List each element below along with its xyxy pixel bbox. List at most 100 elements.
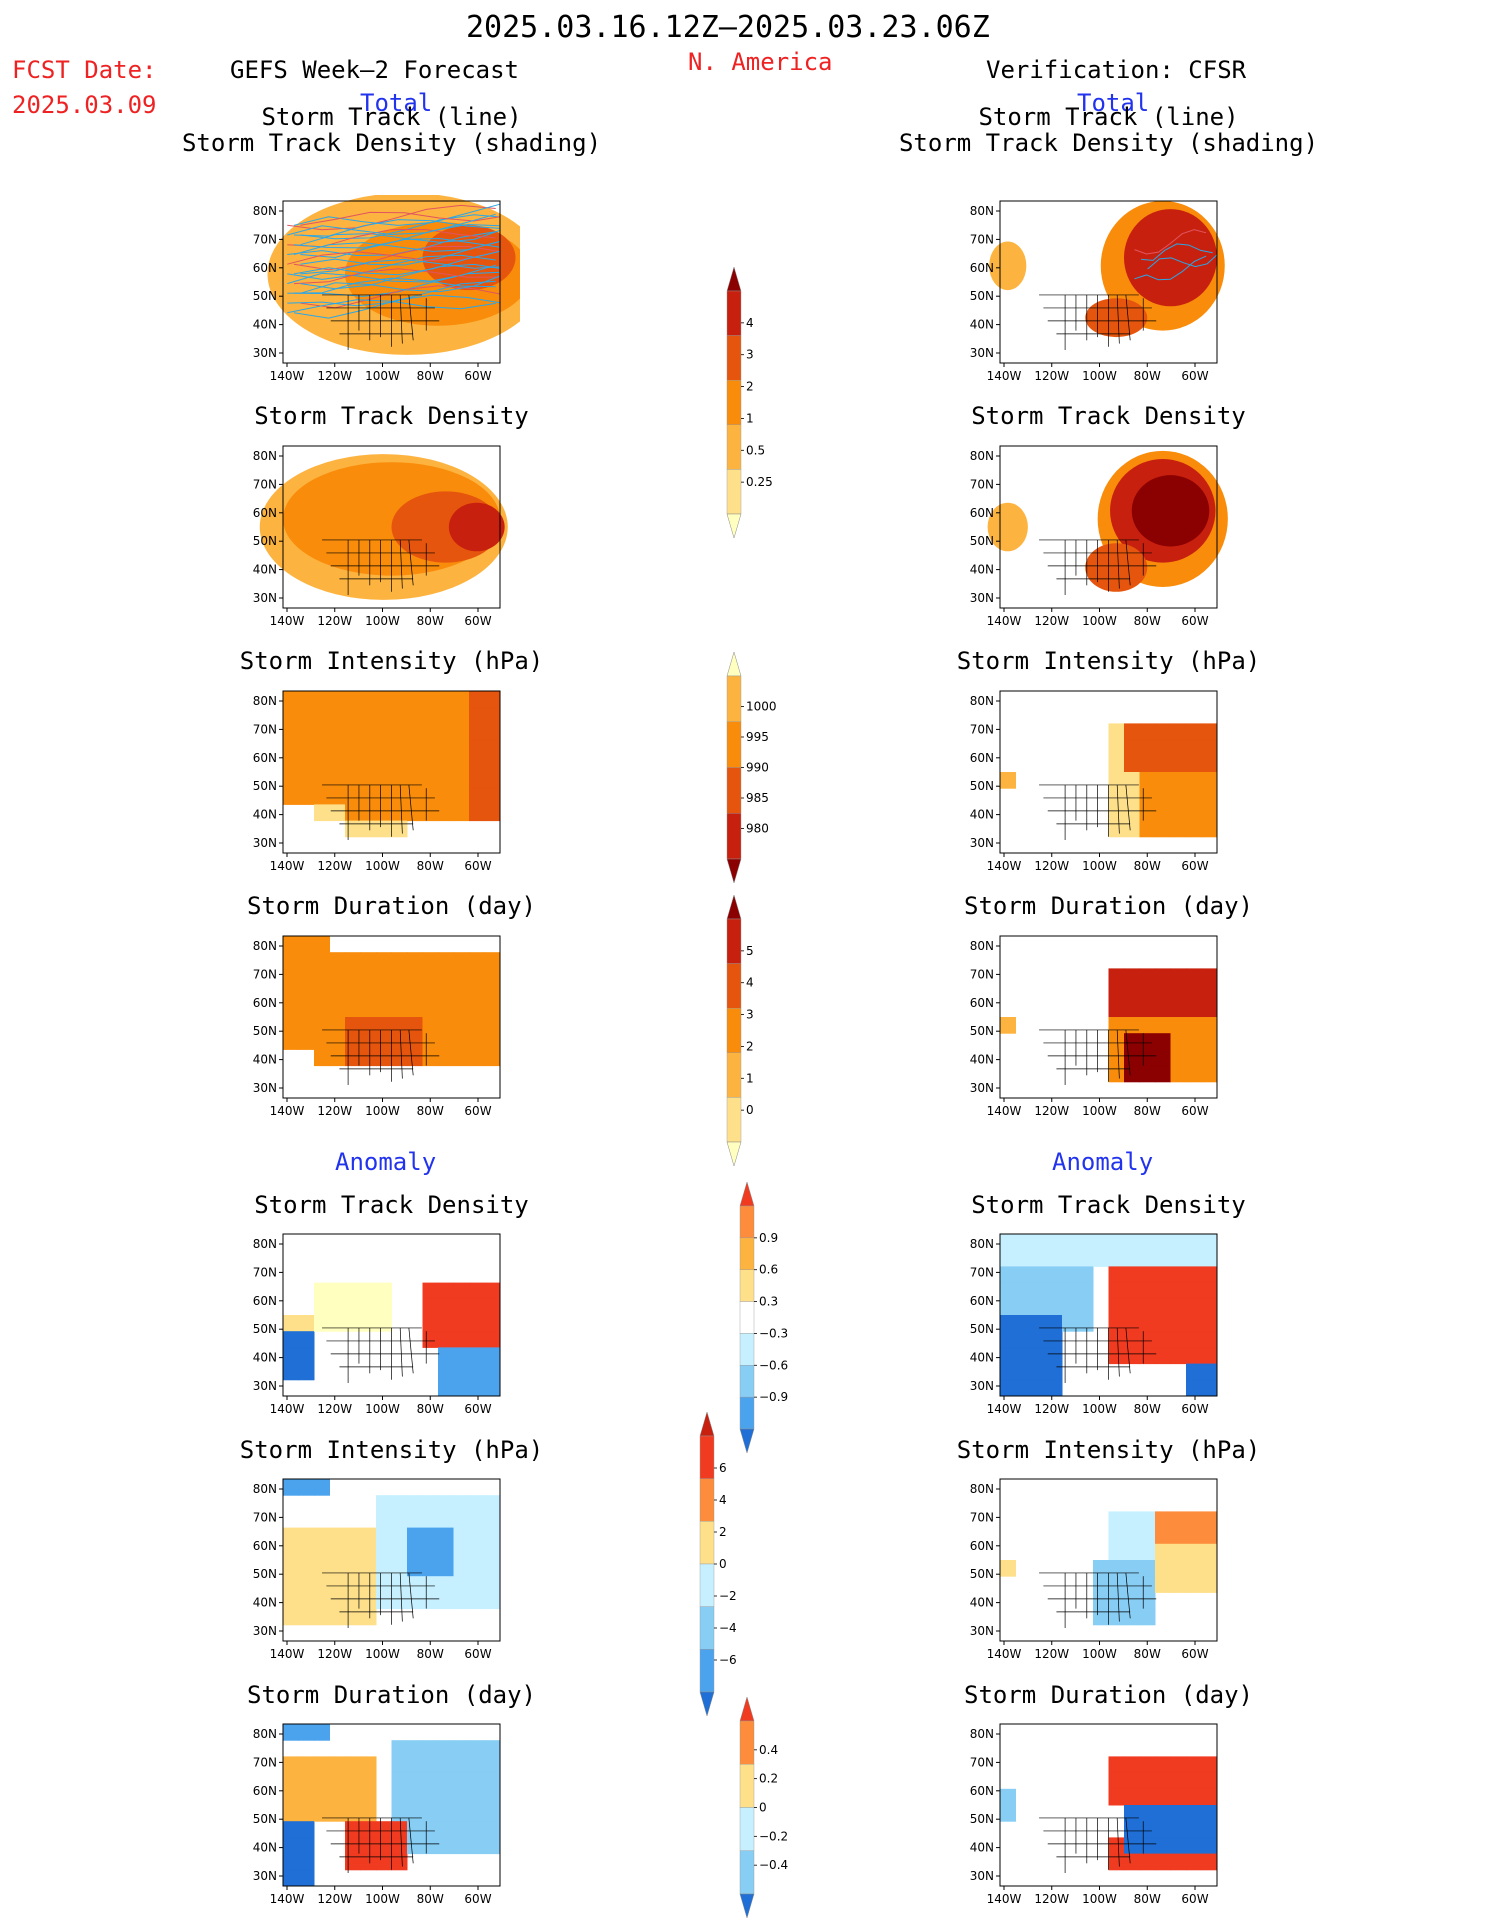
shade-cell — [283, 1347, 299, 1365]
shade-cell — [1139, 1266, 1156, 1284]
shade-cell — [314, 1772, 330, 1790]
shade-cell — [283, 788, 299, 805]
shade-cell — [1108, 755, 1125, 773]
political-border — [409, 1030, 413, 1075]
shade-cell — [329, 1033, 346, 1050]
shade-cell — [1031, 1347, 1047, 1365]
fcst-date-value: 2025.03.09 — [12, 91, 157, 119]
shade-cell — [376, 1853, 392, 1871]
shade-cell — [1046, 1266, 1063, 1284]
shade-cell — [1170, 1331, 1187, 1348]
shade-cell — [438, 723, 454, 741]
colorbar-top-arrow — [699, 1411, 715, 1437]
shade-cell — [1201, 1282, 1218, 1300]
colorbar-label: 0 — [759, 1801, 767, 1815]
panel-title-line: Storm Duration (day) — [964, 892, 1253, 920]
storm-track-line — [293, 268, 501, 285]
shade-cell — [1186, 984, 1202, 1002]
shade-cell — [360, 1772, 377, 1790]
shade-cell — [422, 788, 439, 805]
x-tick-label: 60W — [464, 1402, 491, 1416]
colorbar-segment — [726, 813, 742, 860]
coastline — [465, 207, 495, 236]
shade-cell — [391, 1543, 408, 1561]
shade-cell — [360, 1853, 377, 1871]
shade-cell — [345, 1592, 361, 1610]
x-tick-label: 100W — [365, 1647, 400, 1661]
shade-cell — [391, 1788, 408, 1806]
colorbar-segment — [699, 1521, 715, 1565]
shade-cell — [1108, 788, 1125, 805]
y-tick-label: 60N — [253, 261, 277, 275]
coastline — [287, 462, 491, 601]
shade-cell — [469, 1576, 485, 1593]
shade-cell — [360, 1000, 377, 1018]
storm-track-line — [287, 254, 496, 280]
x-tick-label: 60W — [464, 859, 491, 873]
shade-cell — [283, 1608, 299, 1626]
colorbar-label: 3 — [746, 348, 754, 362]
shade-cell — [360, 968, 377, 986]
shade-cell — [298, 1363, 315, 1381]
shade-cell — [360, 1017, 377, 1034]
shade-cell — [298, 1576, 315, 1593]
shade-cell — [484, 1837, 501, 1855]
shade-cell — [1155, 968, 1171, 986]
shade-cell — [329, 1298, 346, 1316]
shade-cell — [1031, 1282, 1047, 1300]
shade-cell — [453, 1298, 470, 1316]
map-panel-fc-track: 80N 70N 60N 50N 40N 30N 140W 120W 100W 80W 60W — [253, 195, 520, 385]
shade-cell — [453, 739, 470, 757]
shade-cell — [1139, 723, 1156, 741]
shade-cell — [1015, 1298, 1032, 1316]
shade-cell — [1139, 1282, 1156, 1300]
shade-cell — [329, 804, 346, 822]
shade-cell — [376, 1282, 392, 1300]
y-tick-label: 30N — [253, 836, 277, 850]
colorbar-top-arrow — [739, 1696, 755, 1722]
y-tick-label: 80N — [970, 939, 994, 953]
map-frame — [999, 1478, 1218, 1642]
shade-cell — [283, 1479, 299, 1496]
shade-cell — [1186, 1756, 1202, 1774]
colorbar-segment — [726, 290, 742, 336]
shade-cell — [1108, 1347, 1125, 1365]
map-panel-ob-density-anom: 80N 70N 60N 50N 40N 30N 140W 120W 100W 80W 60W — [970, 1233, 1237, 1418]
shade-cell — [314, 1017, 330, 1034]
shade-cell — [1170, 1250, 1187, 1267]
shade-cell — [407, 739, 423, 757]
shade-cell — [1000, 1805, 1016, 1822]
shade-cell — [422, 1282, 439, 1300]
map-frame — [999, 445, 1218, 609]
shade-cell — [1186, 1347, 1202, 1365]
shade-cell — [345, 755, 361, 773]
shade-cell — [407, 1543, 423, 1561]
shade-cell — [484, 1000, 501, 1018]
shade-cell — [283, 723, 299, 741]
coastline — [1135, 939, 1174, 958]
shade-cell — [376, 820, 392, 838]
shade-cell — [1139, 1527, 1156, 1545]
shade-cell — [1015, 1250, 1032, 1267]
shade-cell — [1170, 1033, 1187, 1050]
y-tick-label: 30N — [970, 1624, 994, 1638]
shade-cell — [1139, 1592, 1156, 1610]
shade-cell — [283, 936, 299, 953]
shade-cell — [1108, 820, 1125, 838]
shade-cell — [345, 772, 361, 789]
panel-title-ob-duration-anom: Storm Duration (day) — [890, 1682, 1327, 1709]
shade-cell — [453, 804, 470, 822]
shade-cell — [1015, 1379, 1032, 1397]
shade-cell — [1124, 1805, 1140, 1822]
shade-cell — [453, 772, 470, 789]
shade-cell — [345, 739, 361, 757]
shade-cell — [1201, 804, 1218, 822]
shade-cell — [360, 1543, 377, 1561]
colorbar-bottom-arrow — [726, 513, 742, 539]
coastline — [370, 204, 409, 220]
shade-cell — [469, 755, 485, 773]
shade-cell — [453, 1495, 470, 1512]
shade-cell — [1170, 1065, 1187, 1083]
shade-cell — [407, 691, 423, 708]
shade-cell — [360, 707, 377, 724]
